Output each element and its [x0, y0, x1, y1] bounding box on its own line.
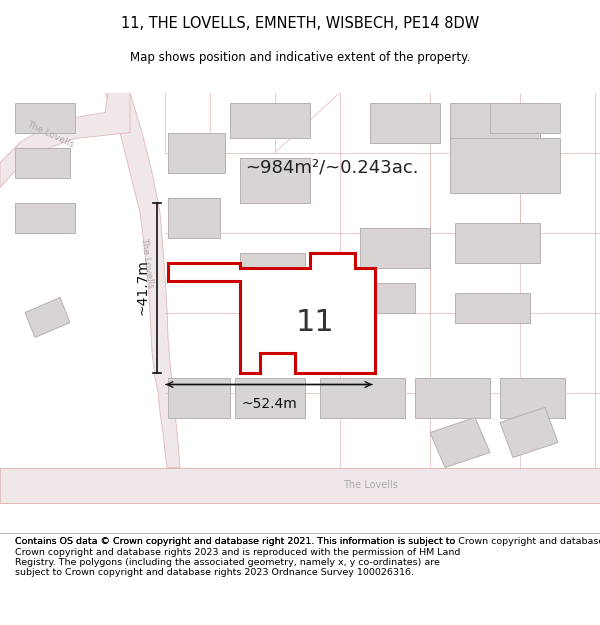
Text: ~41.7m: ~41.7m: [135, 259, 149, 316]
Polygon shape: [168, 198, 220, 238]
Polygon shape: [240, 158, 310, 202]
Polygon shape: [240, 253, 305, 282]
Polygon shape: [168, 132, 225, 173]
Text: ~984m²/~0.243ac.: ~984m²/~0.243ac.: [245, 159, 419, 176]
Polygon shape: [455, 222, 540, 262]
Text: The Lovells: The Lovells: [343, 481, 397, 491]
Text: 11, THE LOVELLS, EMNETH, WISBECH, PE14 8DW: 11, THE LOVELLS, EMNETH, WISBECH, PE14 8…: [121, 16, 479, 31]
Polygon shape: [105, 92, 180, 468]
Polygon shape: [430, 418, 490, 468]
Polygon shape: [168, 378, 230, 418]
Text: Contains OS data © Crown copyright and database right 2021. This information is : Contains OS data © Crown copyright and d…: [15, 537, 460, 578]
Polygon shape: [360, 228, 430, 268]
Polygon shape: [500, 378, 565, 418]
Polygon shape: [15, 102, 75, 132]
Polygon shape: [25, 298, 70, 338]
Polygon shape: [370, 102, 440, 142]
Polygon shape: [455, 292, 530, 322]
Text: The Lovells: The Lovells: [139, 237, 155, 288]
Polygon shape: [450, 102, 540, 142]
Text: 11: 11: [296, 308, 334, 337]
Polygon shape: [320, 378, 405, 418]
Text: ~52.4m: ~52.4m: [241, 398, 297, 411]
Polygon shape: [235, 378, 305, 418]
Polygon shape: [15, 148, 70, 178]
Polygon shape: [0, 92, 130, 188]
Polygon shape: [0, 468, 600, 502]
Polygon shape: [168, 253, 375, 372]
Polygon shape: [415, 378, 490, 418]
Text: Contains OS data © Crown copyright and database right 2021. This information is : Contains OS data © Crown copyright and d…: [15, 537, 600, 546]
Polygon shape: [230, 102, 310, 138]
Text: Map shows position and indicative extent of the property.: Map shows position and indicative extent…: [130, 51, 470, 64]
Polygon shape: [450, 138, 560, 192]
Text: The Lovells: The Lovells: [25, 119, 75, 149]
Polygon shape: [15, 202, 75, 232]
Polygon shape: [500, 408, 558, 458]
Polygon shape: [360, 282, 415, 312]
Polygon shape: [490, 102, 560, 132]
